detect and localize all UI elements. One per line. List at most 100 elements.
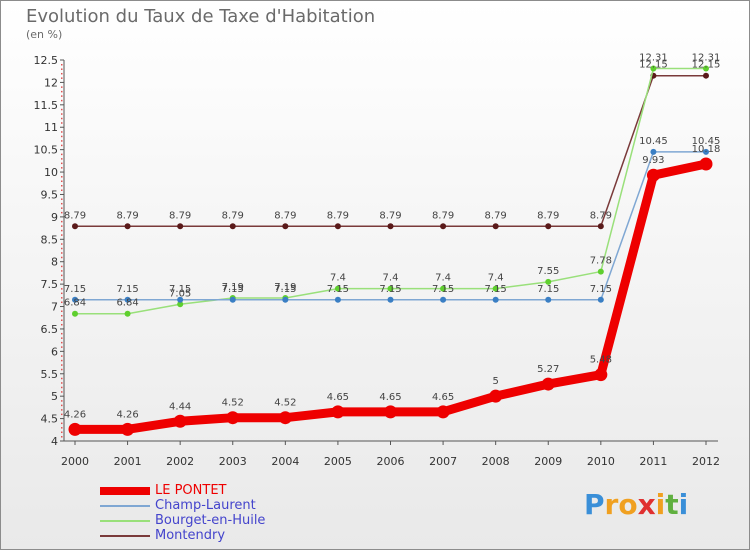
y-minor-tick <box>61 314 63 317</box>
proxiti-logo: Proxiti <box>584 488 688 521</box>
y-minor-tick <box>61 108 63 111</box>
logo-letter: x <box>637 488 656 521</box>
data-label: 7.15 <box>379 284 401 295</box>
data-label: 8.79 <box>485 210 507 221</box>
y-minor-tick <box>61 189 63 191</box>
y-minor-tick <box>61 377 63 380</box>
y-minor-tick <box>61 207 63 209</box>
y-minor-tick <box>61 292 63 295</box>
y-minor-tick <box>61 382 63 384</box>
y-tick-label: 12 <box>44 76 58 89</box>
data-label: 10.18 <box>692 144 721 155</box>
data-label: 8.79 <box>590 210 612 221</box>
data-point <box>646 168 660 182</box>
y-minor-tick <box>61 202 63 205</box>
data-point <box>492 296 499 303</box>
data-point <box>703 65 709 72</box>
y-minor-tick <box>61 176 63 178</box>
data-point <box>72 310 78 317</box>
data-label: 7.4 <box>435 273 451 284</box>
y-tick-label: 7 <box>51 301 58 314</box>
y-tick-label: 11 <box>44 121 58 134</box>
data-label: 9.93 <box>642 155 664 166</box>
x-tick-label: 2011 <box>639 455 667 468</box>
y-minor-tick <box>61 364 63 366</box>
y-minor-tick <box>61 86 63 88</box>
data-point <box>334 296 341 303</box>
data-label: 4.65 <box>379 392 401 403</box>
x-tick-label: 2005 <box>324 455 352 468</box>
x-tick-label: 2006 <box>377 455 405 468</box>
y-tick-label: 6.5 <box>41 323 59 336</box>
y-minor-tick <box>61 359 63 362</box>
y-minor-tick <box>61 162 63 165</box>
data-label: 7.15 <box>485 284 507 295</box>
legend-swatch <box>100 535 150 537</box>
y-minor-tick <box>61 225 63 227</box>
data-point <box>124 310 131 317</box>
data-label: 7.4 <box>330 273 346 284</box>
y-tick-label: 10.5 <box>34 144 59 157</box>
data-label: 5.27 <box>537 364 559 375</box>
data-point <box>229 296 236 303</box>
data-point <box>177 301 184 308</box>
x-tick-label: 2009 <box>534 455 562 468</box>
data-label: 7.15 <box>590 284 612 295</box>
y-minor-tick <box>61 279 63 281</box>
y-minor-tick <box>61 167 63 169</box>
data-label: 7.19 <box>222 282 244 293</box>
data-label: 7.15 <box>222 284 244 295</box>
x-tick-label: 2008 <box>482 455 510 468</box>
y-tick-label: 10 <box>44 166 58 179</box>
data-point <box>703 148 709 155</box>
data-label: 8.79 <box>537 210 559 221</box>
data-label: 10.45 <box>639 136 668 147</box>
y-minor-tick <box>61 355 63 357</box>
data-label: 7.4 <box>383 273 399 284</box>
data-label: 7.15 <box>327 284 349 295</box>
data-label: 4.65 <box>432 392 454 403</box>
legend-label: Bourget-en-Huile <box>155 513 266 528</box>
legend-swatch <box>100 505 150 507</box>
data-point <box>124 223 131 230</box>
data-point <box>124 296 131 303</box>
data-point <box>436 405 450 419</box>
data-label: 7.15 <box>432 284 454 295</box>
data-label: 4.44 <box>169 401 191 412</box>
data-label: 6.84 <box>116 298 138 309</box>
data-label: 8.79 <box>274 210 296 221</box>
data-point <box>440 285 447 292</box>
data-point <box>545 296 552 303</box>
data-point <box>492 223 499 230</box>
data-label: 12.31 <box>639 53 668 64</box>
y-minor-tick <box>61 247 63 250</box>
logo-letter: o <box>618 488 638 521</box>
logo-letter: t <box>665 488 679 521</box>
y-minor-tick <box>61 436 63 438</box>
data-point <box>492 285 499 292</box>
data-point <box>650 65 657 72</box>
data-point <box>594 368 608 382</box>
legend-label: Montendry <box>155 528 226 543</box>
data-point <box>334 223 341 230</box>
y-minor-tick <box>61 337 63 339</box>
data-point <box>282 296 289 303</box>
data-point <box>489 389 503 403</box>
data-point <box>703 72 709 79</box>
y-minor-tick <box>61 270 63 272</box>
data-label: 4.52 <box>274 398 296 409</box>
y-minor-tick <box>61 135 63 138</box>
y-minor-tick <box>61 117 63 120</box>
x-tick-label: 2012 <box>692 455 720 468</box>
y-tick-label: 5 <box>51 390 58 403</box>
data-label: 10.45 <box>692 136 721 147</box>
legend-swatch <box>100 487 150 495</box>
x-tick-label: 2001 <box>114 455 142 468</box>
data-point <box>121 422 135 436</box>
x-tick-label: 2003 <box>219 455 247 468</box>
data-point <box>68 422 82 436</box>
data-point <box>387 296 394 303</box>
data-label: 7.78 <box>590 256 612 267</box>
y-minor-tick <box>61 400 63 402</box>
